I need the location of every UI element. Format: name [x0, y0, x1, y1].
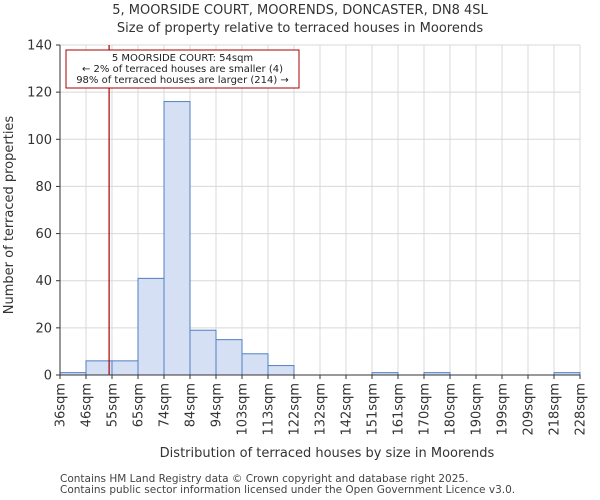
y-tick-label: 0 [44, 369, 52, 384]
y-tick-label: 40 [35, 274, 52, 289]
bar [163, 101, 191, 376]
annotation-box: 5 MOORSIDE COURT: 54sqm← 2% of terraced … [65, 49, 300, 89]
annotation-line: 5 MOORSIDE COURT: 54sqm [112, 53, 253, 64]
x-tick-label: 55sqm [106, 383, 121, 427]
bar [267, 365, 295, 376]
x-axis: 36sqm 46sqm 55sqm 65sqm 74sqm 84sqm 94sqm 103sq… [54, 374, 589, 436]
x-tick-label: 103sqm [236, 383, 251, 436]
bar [189, 329, 217, 376]
bar [241, 353, 269, 376]
y-tick-label: 120 [27, 86, 52, 101]
bar [137, 277, 165, 376]
x-tick-label: 151sqm [366, 383, 381, 436]
annotation-line: 98% of terraced houses are larger (214) … [76, 75, 289, 86]
x-tick-label: 218sqm [548, 383, 563, 436]
bars [59, 101, 581, 376]
x-tick-label: 228sqm [574, 383, 589, 436]
chart-title: 5, MOORSIDE COURT, MOORENDS, DONCASTER, … [112, 3, 488, 18]
footer-line-2: Contains public sector information licen… [60, 484, 516, 496]
x-tick-label: 180sqm [444, 383, 459, 436]
x-tick-label: 94sqm [210, 383, 225, 427]
x-tick-label: 46sqm [80, 383, 95, 427]
y-axis-label: Number of terraced properties [2, 116, 17, 315]
y-axis: 0 20 40 60 80 100 120 140 [27, 39, 61, 384]
bar [111, 360, 139, 376]
x-tick-label: 170sqm [418, 383, 433, 436]
x-tick-label: 190sqm [470, 383, 485, 436]
x-tick-label: 142sqm [340, 383, 355, 436]
y-tick-label: 100 [27, 133, 52, 148]
x-tick-label: 36sqm [54, 383, 69, 427]
footer-line-1: Contains HM Land Registry data © Crown c… [60, 473, 469, 485]
bar [215, 339, 243, 376]
annotation-line: ← 2% of terraced houses are smaller (4) [82, 64, 283, 75]
x-tick-label: 84sqm [184, 383, 199, 427]
y-tick-label: 20 [35, 321, 52, 336]
x-axis-label: Distribution of terraced houses by size … [160, 446, 495, 461]
x-tick-label: 113sqm [262, 383, 277, 436]
y-tick-label: 80 [35, 180, 52, 195]
x-tick-label: 209sqm [522, 383, 537, 436]
bar [85, 360, 113, 376]
x-tick-label: 65sqm [132, 383, 147, 427]
y-tick-label: 60 [35, 227, 52, 242]
x-tick-label: 74sqm [158, 383, 173, 427]
y-tick-label: 140 [27, 39, 52, 54]
x-tick-label: 199sqm [496, 383, 511, 436]
x-tick-label: 161sqm [392, 383, 407, 436]
x-tick-label: 132sqm [314, 383, 329, 436]
chart-subtitle: Size of property relative to terraced ho… [117, 21, 483, 36]
x-tick-label: 122sqm [288, 383, 303, 436]
annotation-frame [65, 49, 300, 89]
